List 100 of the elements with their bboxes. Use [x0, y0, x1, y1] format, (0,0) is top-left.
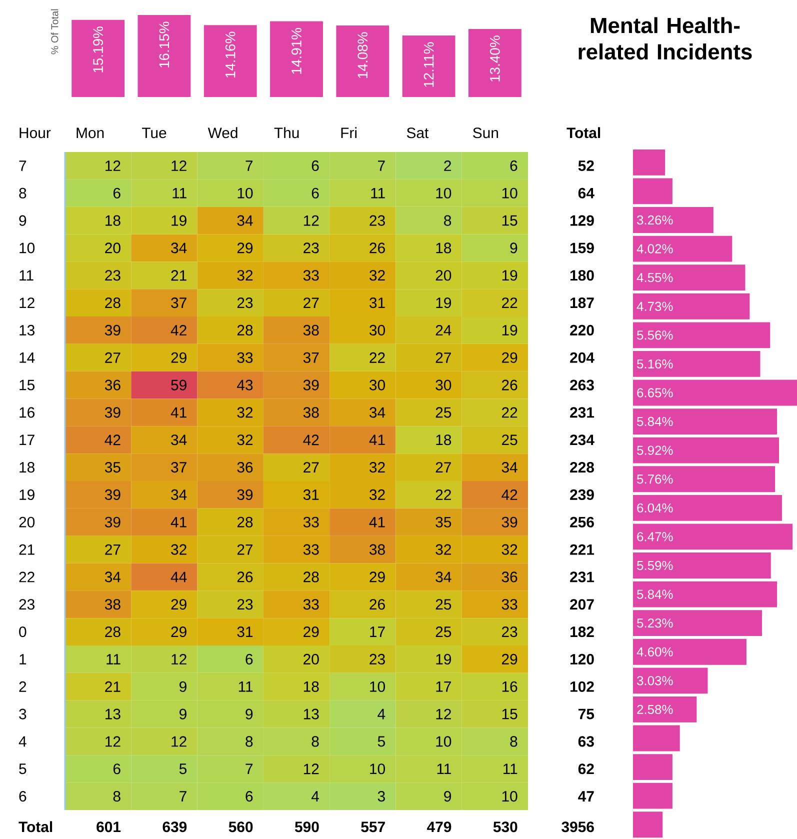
text: 479	[427, 822, 452, 832]
bar	[633, 408, 778, 434]
bar	[633, 207, 714, 233]
data-label: 29	[370, 572, 385, 582]
y2-tick-label: 263	[570, 380, 594, 390]
y-tick-label: 4	[18, 736, 26, 747]
data-label: 39	[104, 324, 120, 336]
bar	[633, 350, 760, 377]
y-axis-title: % Of Total	[50, 9, 58, 54]
data-label: 8	[510, 736, 518, 747]
bar	[633, 236, 732, 262]
y-tick-label: 9	[19, 215, 26, 226]
data-label: 32	[502, 544, 518, 555]
data-label: 7	[180, 791, 186, 802]
data-label: 34	[237, 215, 253, 226]
bar	[633, 149, 666, 176]
data-label: 8	[246, 736, 253, 747]
data-label: 36	[237, 462, 253, 473]
data-label: 3.26%	[637, 215, 673, 225]
data-label: 8	[113, 791, 120, 802]
data-label: 5.56%	[637, 330, 673, 340]
data-label: 41	[369, 516, 385, 528]
data-label: 15	[502, 708, 518, 720]
data-label: 36	[502, 572, 518, 582]
y-tick-label: 22	[19, 572, 34, 582]
y2-tick-label: 220	[570, 324, 594, 336]
data-label: 4	[378, 708, 386, 720]
data-label: 27	[105, 544, 120, 555]
y-tick-label: 19	[20, 489, 34, 500]
data-label: 31	[303, 489, 319, 500]
bar	[633, 437, 780, 464]
y2-tick-label: 120	[570, 654, 594, 664]
data-label: 6	[510, 160, 518, 171]
data-label: 11	[238, 681, 253, 692]
y2-tick-label: 75	[578, 708, 594, 720]
data-label: 11	[106, 654, 120, 664]
y-tick-label: 17	[20, 434, 34, 446]
data-label: 22	[436, 489, 451, 500]
data-label: 17	[370, 626, 385, 637]
data-label: 4.60%	[636, 647, 673, 656]
data-label: 59	[171, 380, 186, 390]
data-label: 14.08%	[358, 32, 368, 78]
data-label: 41	[170, 407, 186, 418]
data-label: 12.11%	[424, 42, 434, 87]
data-label: 37	[171, 462, 186, 473]
data-label: 27	[436, 352, 451, 363]
data-label: 9	[444, 791, 451, 802]
data-label: 32	[237, 434, 253, 446]
data-label: 39	[303, 380, 319, 390]
x-tick-label: Thu	[274, 127, 299, 138]
data-label: 33	[303, 516, 319, 528]
data-label: 6	[246, 791, 253, 802]
data-label: 9	[510, 242, 518, 254]
data-label: 18	[436, 434, 452, 446]
bar	[633, 610, 762, 636]
text: Total	[18, 821, 52, 832]
text: 560	[228, 822, 253, 832]
bar	[633, 380, 797, 406]
data-label: 19	[502, 324, 518, 336]
data-label: 32	[370, 462, 385, 473]
data-label: 38	[104, 599, 120, 610]
data-label: 12	[304, 764, 319, 774]
data-label: 21	[171, 270, 186, 281]
data-label: 10	[370, 681, 385, 692]
text: 530	[493, 822, 518, 832]
y-tick-label: 12	[20, 298, 34, 308]
data-label: 31	[237, 626, 253, 638]
data-label: 33	[303, 270, 319, 281]
y-tick-label: 15	[20, 380, 35, 390]
data-label: 12	[106, 160, 120, 171]
y2-tick-label: 102	[570, 681, 594, 692]
y2-tick-label: 159	[570, 242, 594, 254]
data-label: 12	[172, 654, 186, 664]
data-label: 32	[237, 407, 253, 418]
data-label: 34	[171, 434, 187, 446]
data-label: 13	[304, 708, 319, 720]
y-tick-label: 1	[20, 654, 26, 664]
data-label: 20	[436, 270, 452, 281]
y2-tick-label: 64	[578, 188, 594, 198]
data-label: 10	[502, 188, 518, 198]
data-label: 12	[172, 736, 186, 747]
text: 557	[361, 822, 385, 832]
data-label: 23	[502, 626, 518, 638]
data-label: 5.92%	[637, 446, 673, 455]
data-label: 42	[170, 324, 186, 336]
data-label: 28	[304, 572, 319, 582]
data-label: 32	[171, 544, 186, 555]
data-label: 34	[104, 572, 121, 582]
data-label: 19	[502, 270, 518, 281]
data-label: 35	[104, 462, 120, 473]
data-label: 11	[437, 764, 451, 774]
data-label: 6	[312, 188, 319, 198]
data-label: 37	[303, 352, 319, 363]
x-tick-label: Sun	[473, 128, 498, 138]
y-tick-label: 18	[20, 462, 34, 473]
data-label: 28	[237, 324, 253, 336]
data-label: 4.02%	[636, 244, 673, 254]
data-label: 28	[237, 516, 253, 528]
bar	[633, 754, 672, 780]
data-label: 4.73%	[636, 302, 673, 311]
